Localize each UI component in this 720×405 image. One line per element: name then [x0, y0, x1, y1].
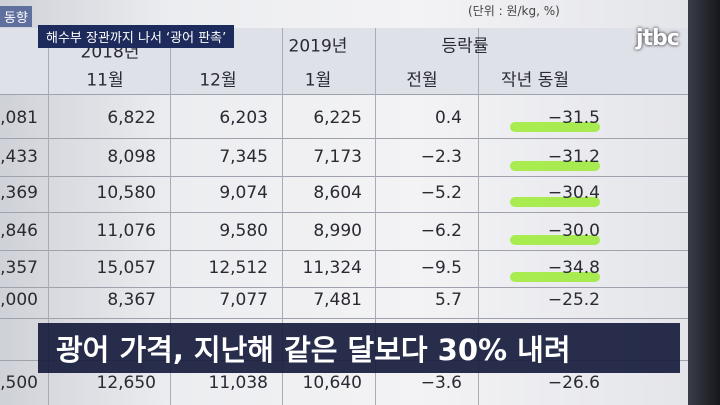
- table-cell: ,000: [0, 290, 38, 310]
- table-cell: ,846: [0, 221, 38, 241]
- table-cell: 7,077: [219, 290, 268, 310]
- table-cell: 9,580: [219, 221, 268, 241]
- table-cell: 8,604: [313, 183, 362, 203]
- news-tag: 해수부 장관까지 나서 ‘광어 판촉’: [38, 25, 235, 48]
- table-cell: −34.8: [547, 258, 600, 278]
- row-line: [0, 176, 690, 177]
- table-cell: −2.3: [420, 147, 462, 167]
- table-cell: ,369: [0, 183, 38, 203]
- table-cell: 12,650: [96, 373, 156, 393]
- table-cell: 7,481: [313, 290, 362, 310]
- table-cell: 7,173: [313, 147, 362, 167]
- table-cell: 6,203: [219, 108, 268, 128]
- column-line: [282, 28, 283, 405]
- column-line: [170, 28, 171, 405]
- table-cell: −9.5: [420, 258, 462, 278]
- row-line: [0, 138, 690, 139]
- row-line: [0, 287, 690, 288]
- highlight: [510, 272, 600, 282]
- table-cell: ,433: [0, 147, 38, 167]
- row-line: [0, 94, 690, 95]
- table-cell: 11,038: [208, 373, 268, 393]
- table-cell: 10,580: [96, 183, 156, 203]
- highlight: [510, 161, 600, 171]
- table-cell: 10,640: [302, 373, 362, 393]
- corner-label: 동향: [0, 6, 32, 27]
- header-cell: 전월: [406, 70, 438, 91]
- table-cell: 6,822: [107, 108, 156, 128]
- table-cell: −5.2: [420, 183, 462, 203]
- table-cell: 9,074: [219, 183, 268, 203]
- header-cell: 12월: [199, 70, 237, 91]
- highlight: [510, 197, 600, 207]
- row-line: [0, 318, 690, 319]
- table-cell: −6.2: [420, 221, 462, 241]
- table-cell: 12,512: [208, 258, 268, 278]
- table-cell: ,357: [0, 258, 38, 278]
- caption: 광어 가격, 지난해 같은 달보다 30% 내려: [56, 333, 571, 367]
- table-cell: −31.2: [547, 147, 600, 167]
- header-group: 2019년: [288, 36, 348, 57]
- table-cell: 11,076: [96, 221, 156, 241]
- table-cell: −26.6: [547, 373, 600, 393]
- header-cell: 1월: [304, 70, 332, 91]
- table-cell: 7,345: [219, 147, 268, 167]
- table-cell: −25.2: [547, 290, 600, 310]
- header-group: 등락률: [441, 36, 489, 57]
- table-cell: 8,367: [107, 290, 156, 310]
- channel-logo: jtbc: [636, 26, 680, 51]
- header-cell: 11월: [86, 70, 124, 91]
- row-line: [0, 212, 690, 213]
- highlight: [510, 235, 600, 245]
- table-cell: 15,057: [96, 258, 156, 278]
- table-cell: −30.0: [547, 221, 600, 241]
- header-cell: 작년 동월: [501, 70, 569, 91]
- row-line: [0, 250, 690, 251]
- table-cell: 6,225: [313, 108, 362, 128]
- table-cell: −30.4: [547, 183, 600, 203]
- monitor-frame: [688, 0, 720, 405]
- unit-note: (단위 : 원/kg, %): [468, 4, 560, 18]
- highlight: [510, 122, 600, 132]
- column-line: [375, 28, 376, 405]
- column-line: [48, 28, 49, 405]
- table-cell: ,500: [0, 373, 38, 393]
- table-cell: 0.4: [434, 108, 462, 128]
- column-line: [478, 28, 479, 405]
- table-cell: −3.6: [420, 373, 462, 393]
- table-cell: 8,098: [107, 147, 156, 167]
- table-cell: ,081: [0, 108, 38, 128]
- table-cell: 11,324: [302, 258, 362, 278]
- table-cell: 5.7: [434, 290, 462, 310]
- table-cell: −31.5: [547, 108, 600, 128]
- caption-box: 광어 가격, 지난해 같은 달보다 30% 내려: [38, 323, 680, 373]
- table-cell: 8,990: [313, 221, 362, 241]
